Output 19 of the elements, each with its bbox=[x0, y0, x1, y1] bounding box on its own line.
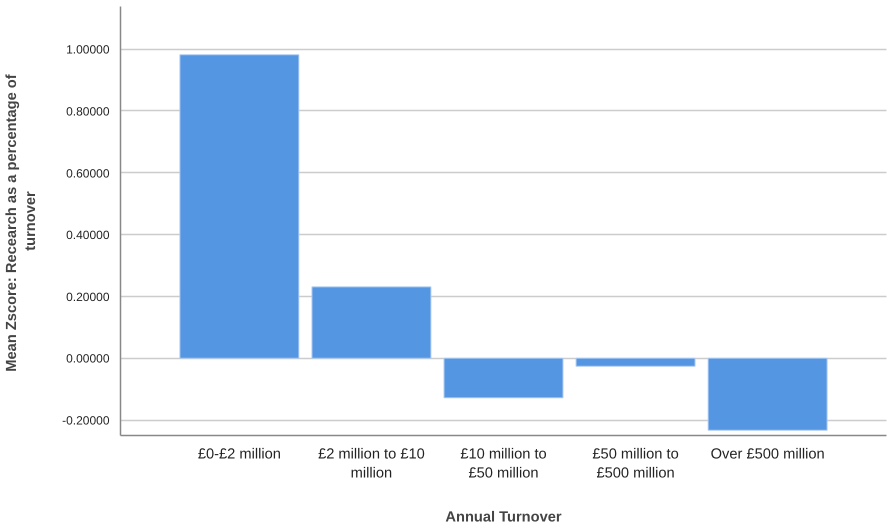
y-tick-label: 0.20000 bbox=[66, 290, 110, 304]
y-tick-label: 0.40000 bbox=[66, 228, 110, 242]
bar bbox=[576, 358, 696, 367]
bar bbox=[444, 358, 564, 398]
y-tick-label: 0.60000 bbox=[66, 166, 110, 180]
x-tick-label: £0-£2 million bbox=[198, 446, 281, 462]
y-tick-label: 0.80000 bbox=[66, 104, 110, 118]
y-tick-label: -0.20000 bbox=[62, 414, 110, 428]
y-axis-title: Mean Zscore: Recearch as a percentage of turnover bbox=[4, 74, 40, 372]
bar bbox=[179, 54, 300, 359]
bar bbox=[708, 358, 828, 431]
x-tick-label: Over £500 million bbox=[710, 446, 825, 462]
y-tick-label: 1.00000 bbox=[66, 42, 110, 57]
bar bbox=[312, 286, 432, 359]
x-tick-label: £50 million to £500 million bbox=[592, 446, 679, 482]
x-axis-title: Annual Turnover bbox=[445, 510, 562, 526]
x-tick-label: £10 million to £50 million bbox=[460, 446, 547, 482]
x-tick-label: £2 million to £10 million bbox=[318, 446, 425, 482]
y-tick-label: 0.00000 bbox=[66, 352, 110, 366]
